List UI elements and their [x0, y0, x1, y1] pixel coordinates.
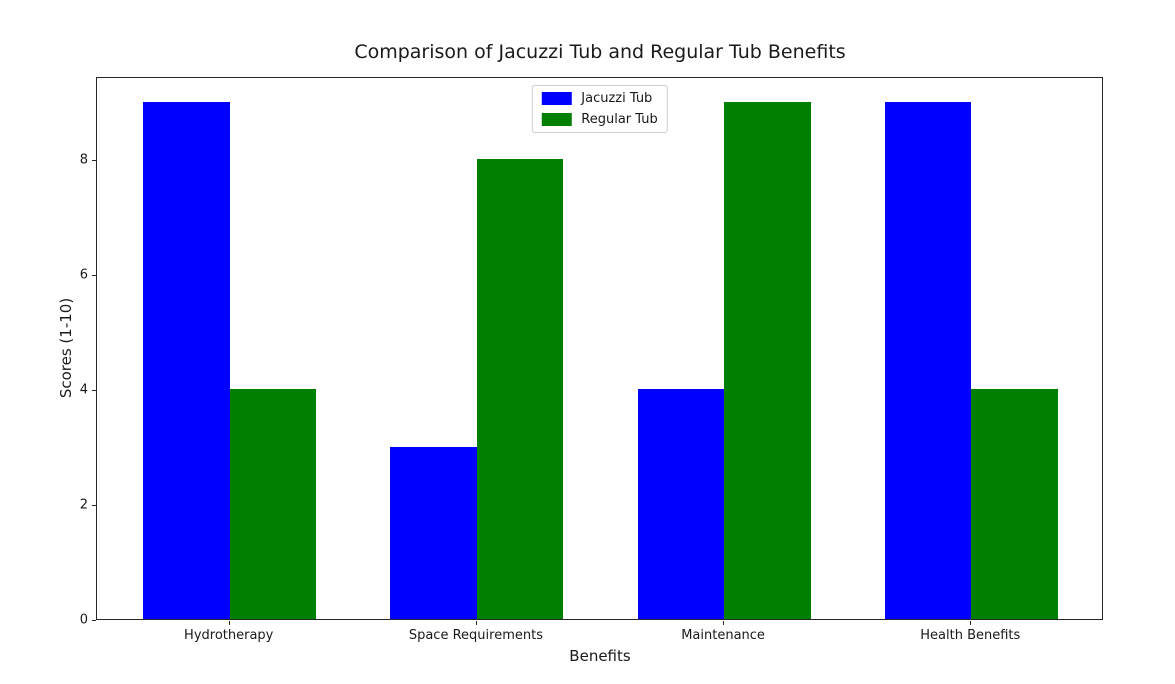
bar-regular-tub-maintenance — [724, 101, 811, 619]
bar-jacuzzi-tub-space-requirements — [390, 446, 477, 619]
plot-area: Jacuzzi Tub Regular Tub — [96, 77, 1103, 620]
x-tick-space-requirements — [475, 621, 477, 625]
y-tick-label-8: 8 — [79, 152, 88, 168]
x-tick-label-maintenance: Maintenance — [681, 628, 765, 643]
y-tick-6 — [92, 275, 96, 277]
legend-swatch-jacuzzi-tub — [541, 92, 572, 105]
legend-label-jacuzzi-tub: Jacuzzi Tub — [581, 91, 653, 106]
legend-item-regular-tub: Regular Tub — [541, 112, 658, 127]
bar-jacuzzi-tub-hydrotherapy — [143, 101, 230, 619]
y-tick-0 — [92, 620, 96, 621]
bar-regular-tub-space-requirements — [476, 159, 564, 619]
legend: Jacuzzi Tub Regular Tub — [531, 85, 668, 133]
bar-regular-tub-hydrotherapy — [229, 389, 317, 619]
y-tick-label-2: 2 — [79, 497, 88, 513]
y-tick-4 — [92, 390, 96, 392]
y-tick-label-6: 6 — [79, 267, 88, 283]
y-tick-8 — [92, 160, 96, 162]
bar-regular-tub-health-benefits — [971, 389, 1058, 619]
legend-swatch-regular-tub — [541, 113, 572, 126]
x-tick-maintenance — [723, 621, 725, 625]
bar-jacuzzi-tub-maintenance — [637, 389, 725, 619]
chart-title: Comparison of Jacuzzi Tub and Regular Tu… — [354, 41, 846, 63]
y-tick-label-4: 4 — [79, 382, 88, 398]
x-tick-label-health-benefits: Health Benefits — [920, 628, 1021, 643]
x-tick-label-hydrotherapy: Hydrotherapy — [184, 628, 274, 643]
bar-jacuzzi-tub-health-benefits — [884, 101, 972, 619]
legend-label-regular-tub: Regular Tub — [581, 112, 658, 127]
x-tick-hydrotherapy — [228, 621, 230, 625]
y-tick-2 — [92, 505, 96, 507]
x-tick-label-space-requirements: Space Requirements — [408, 628, 543, 643]
x-axis-label: Benefits — [569, 647, 631, 665]
y-tick-label-0: 0 — [79, 612, 88, 628]
x-tick-health-benefits — [970, 621, 972, 625]
legend-item-jacuzzi-tub: Jacuzzi Tub — [541, 91, 657, 106]
